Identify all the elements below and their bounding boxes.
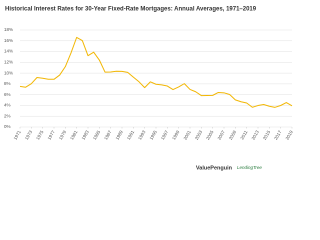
x-tick-label: 2003 — [194, 129, 204, 141]
x-tick-label: 2011 — [239, 129, 248, 140]
chart-title: Historical Interest Rates for 30-Year Fi… — [5, 7, 257, 13]
y-tick-label: 14% — [4, 49, 13, 54]
x-tick-label: 2009 — [228, 129, 238, 141]
y-tick-label: 0% — [4, 124, 11, 129]
x-tick-label: 1983 — [81, 129, 91, 141]
y-tick-label: 12% — [4, 60, 13, 65]
x-tick-label: 1985 — [92, 129, 102, 141]
x-tick-label: 1991 — [126, 129, 136, 141]
x-tick-label: 1989 — [115, 129, 125, 141]
x-tick-label: 2001 — [183, 129, 193, 141]
x-tick-label: 2019 — [285, 129, 295, 141]
x-tick-label: 1987 — [103, 129, 113, 141]
y-tick-label: 8% — [4, 81, 11, 86]
x-tick-label: 1977 — [47, 129, 57, 141]
x-tick-label: 1973 — [24, 129, 34, 141]
source-logo: LendingTree — [237, 165, 262, 170]
x-tick-label: 1997 — [160, 129, 170, 141]
y-tick-label: 18% — [4, 27, 13, 32]
x-tick-label: 1999 — [171, 129, 181, 141]
x-tick-label: 2017 — [273, 129, 283, 141]
x-tick-label: 1995 — [149, 129, 159, 141]
x-tick-label: 2007 — [217, 129, 227, 141]
y-tick-label: 4% — [4, 103, 11, 108]
x-tick-label: 1979 — [58, 129, 68, 141]
y-tick-label: 10% — [4, 70, 13, 75]
data-line — [19, 36, 293, 108]
y-tick-label: 2% — [4, 113, 11, 118]
x-tick-label: 1971 — [13, 129, 23, 141]
chart: Historical Interest Rates for 30-Year Fi… — [0, 0, 300, 180]
x-tick-label: 2013 — [251, 129, 261, 141]
y-tick-label: 16% — [4, 38, 13, 43]
x-tick-label: 1993 — [137, 129, 147, 141]
x-tick-label: 2015 — [262, 129, 272, 141]
x-tick-label: 2005 — [205, 129, 215, 141]
source-logo: ValuePenguin — [196, 165, 233, 171]
x-tick-label: 1981 — [69, 129, 79, 141]
y-tick-label: 6% — [4, 92, 11, 97]
x-tick-label: 1975 — [35, 129, 45, 141]
background — [0, 0, 300, 180]
